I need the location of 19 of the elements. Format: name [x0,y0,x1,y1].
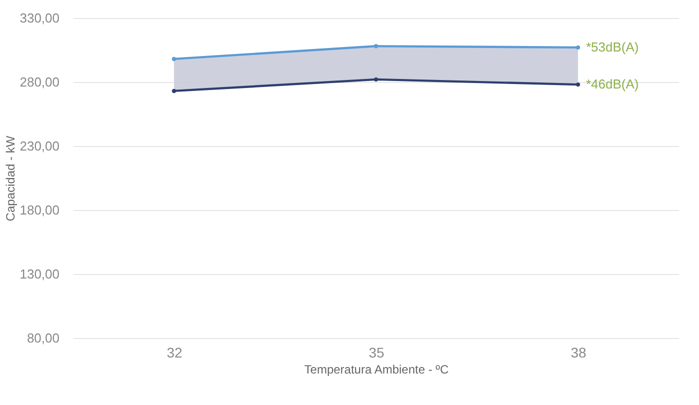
point [374,44,378,48]
x-tick-label: 38 [570,344,586,360]
y-tick-label: 180,00 [20,202,60,218]
y-tick-label: 330,00 [20,10,60,26]
series-label: *46dB(A) [586,76,639,92]
point [172,56,176,62]
point [576,82,580,87]
point [374,77,378,82]
point [172,88,176,94]
y-axis-title: Capacidad - kW [4,135,18,222]
x-tick-label: 32 [166,344,182,360]
point [576,45,580,50]
series-label: *53dB(A) [586,39,639,54]
y-tick-label: 280,00 [20,74,60,90]
y-tick-label: 80,00 [26,330,60,346]
x-axis-title: Temperatura Ambiente - ºC [304,362,450,376]
y-tick-label: 130,00 [20,266,60,282]
x-tick-label: 35 [368,344,384,360]
y-tick-label: 230,00 [20,138,60,154]
